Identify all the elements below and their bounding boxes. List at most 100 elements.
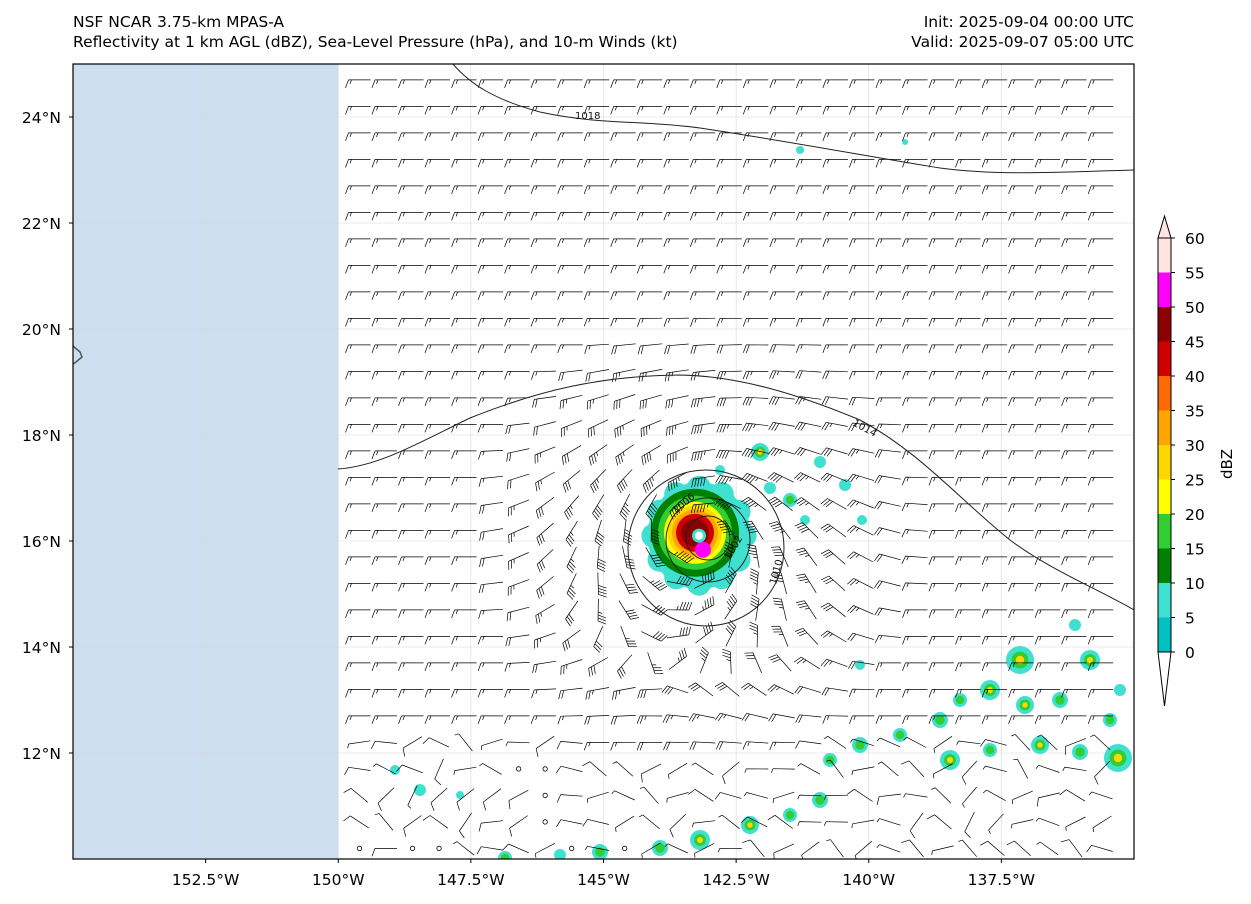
colorbar-label: dBZ — [1218, 449, 1236, 479]
wind-barb — [1034, 106, 1061, 115]
colorbar-segment — [1158, 514, 1171, 549]
wind-barb — [928, 344, 954, 354]
wind-barb — [822, 318, 848, 327]
wind-barb — [716, 212, 742, 221]
wind-barb — [1061, 636, 1087, 645]
wind-barb — [902, 609, 928, 619]
wind-barb — [451, 318, 477, 327]
wind-barb — [903, 793, 928, 798]
wind-barb — [687, 789, 714, 802]
wind-barb — [398, 477, 424, 486]
wind-barb — [795, 547, 818, 567]
wind-barb — [902, 238, 928, 248]
wind-barb — [502, 843, 529, 854]
wind-barb — [1008, 609, 1034, 619]
lat-tick-label: 20°N — [22, 321, 61, 339]
wind-barb — [690, 343, 716, 354]
wind-barb — [1034, 397, 1061, 407]
wind-barb — [345, 371, 371, 380]
wind-barb — [769, 159, 795, 168]
lat-tick-label: 14°N — [22, 639, 61, 657]
wind-barb — [1087, 609, 1114, 619]
wind-barb — [345, 662, 371, 672]
wind-barb — [801, 841, 820, 859]
wind-barb — [981, 689, 1008, 698]
wind-barb — [402, 736, 423, 757]
wind-barb — [424, 689, 450, 698]
wind-barb — [530, 132, 557, 142]
wind-barb — [823, 821, 848, 826]
wind-barb — [530, 238, 557, 248]
wind-barb — [535, 603, 555, 624]
wind-barb — [851, 766, 875, 776]
wind-barb — [641, 444, 661, 465]
wind-barb — [371, 371, 397, 380]
wind-barb — [477, 371, 504, 380]
wind-barb — [1008, 662, 1034, 672]
wind-barb — [477, 636, 504, 645]
wind-barb — [742, 185, 769, 195]
convective-cell-core — [785, 495, 795, 505]
wind-barb — [902, 265, 928, 274]
wind-barb — [377, 787, 395, 812]
wind-barb — [1036, 841, 1059, 856]
convective-cell — [456, 791, 464, 799]
wind-barb — [796, 318, 822, 327]
wind-barb — [424, 715, 450, 725]
convective-cell — [800, 515, 810, 525]
wind-barb — [794, 627, 819, 645]
wind-barb — [424, 530, 450, 539]
wind-barb — [796, 106, 822, 115]
wind-barb — [716, 265, 742, 274]
wind-barb — [506, 448, 530, 462]
wind-barb — [398, 556, 424, 566]
wind-barb — [1034, 212, 1061, 221]
wind-barb — [1034, 132, 1061, 142]
wind-barb — [1061, 265, 1087, 274]
wind-barb — [821, 421, 848, 431]
wind-barb — [1087, 503, 1114, 513]
wind-barb — [796, 291, 822, 301]
wind-barb — [424, 450, 450, 460]
wind-barb — [981, 212, 1008, 221]
wind-barb — [610, 212, 636, 221]
wind-barb — [345, 424, 371, 433]
wind-barb — [715, 475, 742, 485]
wind-barb — [769, 106, 795, 115]
convective-cell-core — [895, 730, 905, 740]
wind-barb — [1008, 344, 1034, 354]
wind-barb — [451, 371, 477, 380]
wind-barb — [638, 369, 663, 382]
convective-cell-core — [595, 847, 605, 857]
wind-barb — [876, 818, 901, 826]
wind-barb — [902, 636, 928, 645]
wind-barb — [1087, 318, 1114, 327]
wind-barb — [741, 448, 769, 458]
wind-barb — [398, 238, 424, 248]
wind-barb — [478, 475, 504, 487]
wind-barb — [691, 475, 716, 488]
wind-barb — [1061, 689, 1087, 698]
wind-barb — [619, 493, 630, 521]
wind-barb — [768, 521, 791, 540]
wind-barb — [594, 519, 605, 547]
wind-barb — [1034, 185, 1061, 195]
lon-tick-label: 152.5°W — [172, 871, 239, 889]
wind-barb — [928, 212, 954, 221]
wind-barb — [796, 132, 822, 142]
wind-barb — [1087, 689, 1114, 698]
wind-barb — [534, 632, 556, 649]
wind-barb — [1087, 344, 1114, 354]
wind-barb — [371, 106, 397, 115]
wind-barb — [794, 656, 820, 670]
wind-barb — [1087, 530, 1114, 539]
colorbar-tick-label: 10 — [1185, 575, 1205, 593]
wind-barb — [874, 634, 901, 644]
wind-barb — [454, 733, 473, 752]
wind-barb — [669, 496, 686, 520]
wind-barb — [371, 265, 397, 274]
wind-barb — [424, 238, 450, 248]
wind-barb — [770, 768, 795, 773]
wind-barb — [585, 369, 610, 382]
wind-barb — [504, 371, 530, 380]
